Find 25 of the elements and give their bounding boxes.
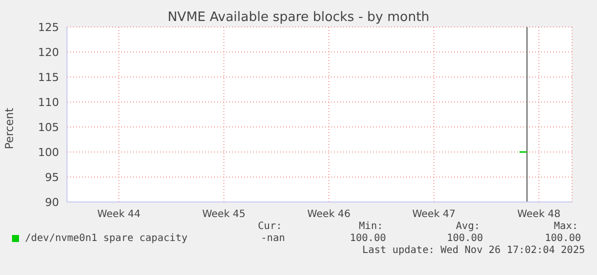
text: 100.00 — [446, 233, 483, 244]
y-tick-label: 105 — [38, 120, 59, 134]
y-tick-label: 95 — [45, 170, 59, 184]
y-tick-label: 110 — [38, 96, 59, 109]
text: Avg: — [456, 221, 480, 232]
x-tick-label: Week 48 — [517, 209, 561, 220]
y-tick-label: 115 — [38, 70, 59, 84]
text: Max: — [554, 221, 578, 232]
text: Last update: Wed Nov 26 17:02:04 2025 — [362, 245, 585, 256]
x-tick-label: Week 47 — [412, 209, 456, 220]
text: Cur: — [258, 221, 282, 232]
text: 100.00 — [350, 233, 386, 244]
y-axis-title: Percent — [4, 107, 17, 149]
legend-label: /dev/nvme0n1 spare capacity — [24, 233, 188, 244]
text: 100.00 — [544, 233, 581, 244]
x-tick-label: Week 45 — [202, 209, 246, 220]
y-tick-label: 100 — [38, 146, 59, 159]
x-tick-label: Week 44 — [97, 209, 141, 220]
chart-title: NVME Available spare blocks - by month — [168, 10, 430, 25]
y-tick-label: 125 — [38, 20, 59, 34]
y-tick-label: 90 — [45, 196, 59, 209]
x-tick-label: Week 46 — [307, 209, 351, 220]
text: Min: — [358, 221, 383, 232]
y-tick-label: 120 — [38, 46, 59, 59]
text: -nan — [260, 233, 285, 244]
